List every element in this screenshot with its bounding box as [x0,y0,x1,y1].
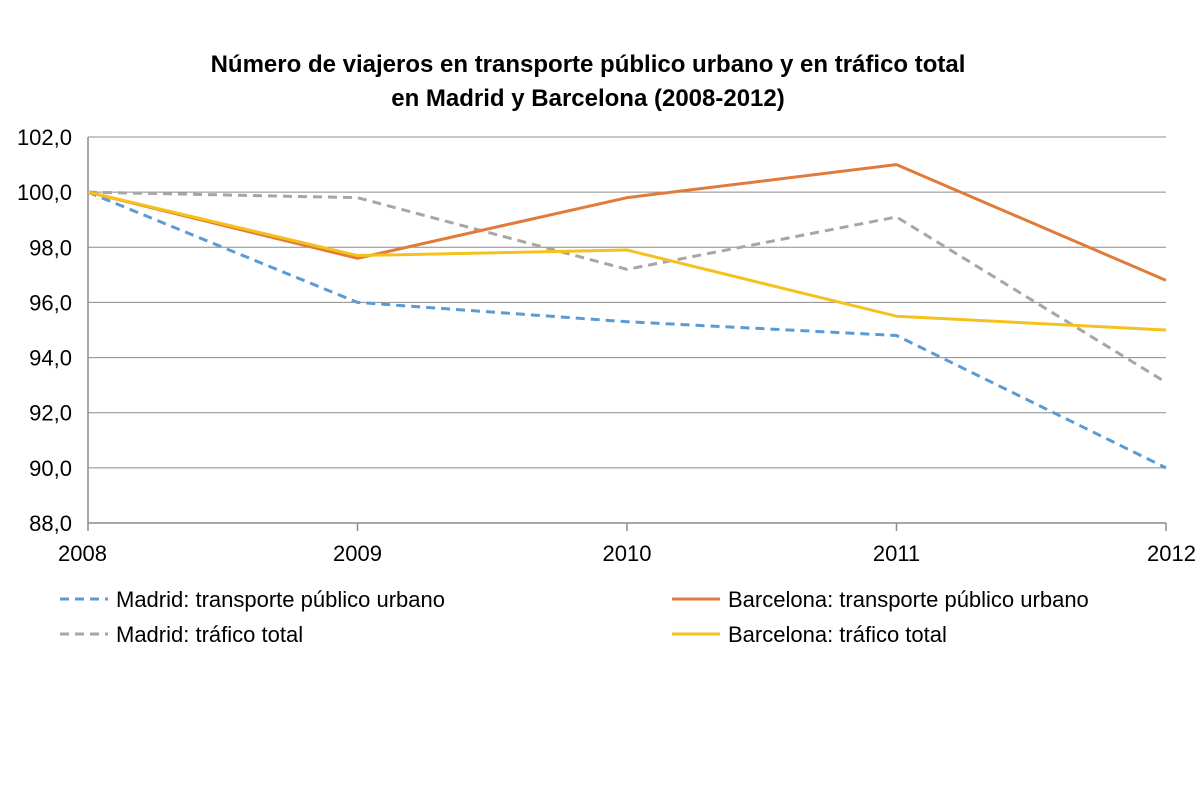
chart-title-line-1: Número de viajeros en transporte público… [211,51,966,78]
y-axis-tick-labels: 88,0 90,0 92,0 94,0 96,0 98,0 100,0 102,0 [17,125,72,536]
series-line [87,190,1167,470]
series-line [87,163,1167,282]
y-tick-label: 92,0 [29,401,72,426]
gridlines [88,136,1166,469]
x-tick-label: 2012 [1147,541,1196,566]
legend-label: Madrid: transporte público urbano [116,587,445,612]
legend-label: Barcelona: transporte público urbano [728,587,1089,612]
legend-item: Madrid: tráfico total [60,622,303,647]
chart-title-line-2: en Madrid y Barcelona (2008-2012) [391,85,785,112]
legend-item: Madrid: transporte público urbano [60,587,445,612]
y-tick-label: 98,0 [29,235,72,260]
x-tick-label: 2010 [603,541,652,566]
y-tick-label: 94,0 [29,346,72,371]
series-line [87,190,1167,332]
axes [87,137,1167,531]
legend-label: Barcelona: tráfico total [728,622,947,647]
y-tick-label: 90,0 [29,456,72,481]
x-tick-label: 2009 [333,541,382,566]
series-lines [87,163,1167,470]
y-tick-label: 100,0 [17,180,72,205]
legend-item: Barcelona: tráfico total [672,622,947,647]
chart-title: Número de viajeros en transporte público… [211,51,966,112]
y-tick-label: 96,0 [29,290,72,315]
x-axis-tick-labels: 2008 2009 2010 2011 2012 [58,541,1196,566]
legend-label: Madrid: tráfico total [116,622,303,647]
y-tick-label: 88,0 [29,511,72,536]
legend-item: Barcelona: transporte público urbano [672,587,1089,612]
legend: Madrid: transporte público urbano Barcelo… [60,587,1089,647]
x-tick-label: 2008 [58,541,107,566]
x-tick-label: 2011 [873,541,920,566]
y-tick-label: 102,0 [17,125,72,150]
series-line [87,190,1167,384]
